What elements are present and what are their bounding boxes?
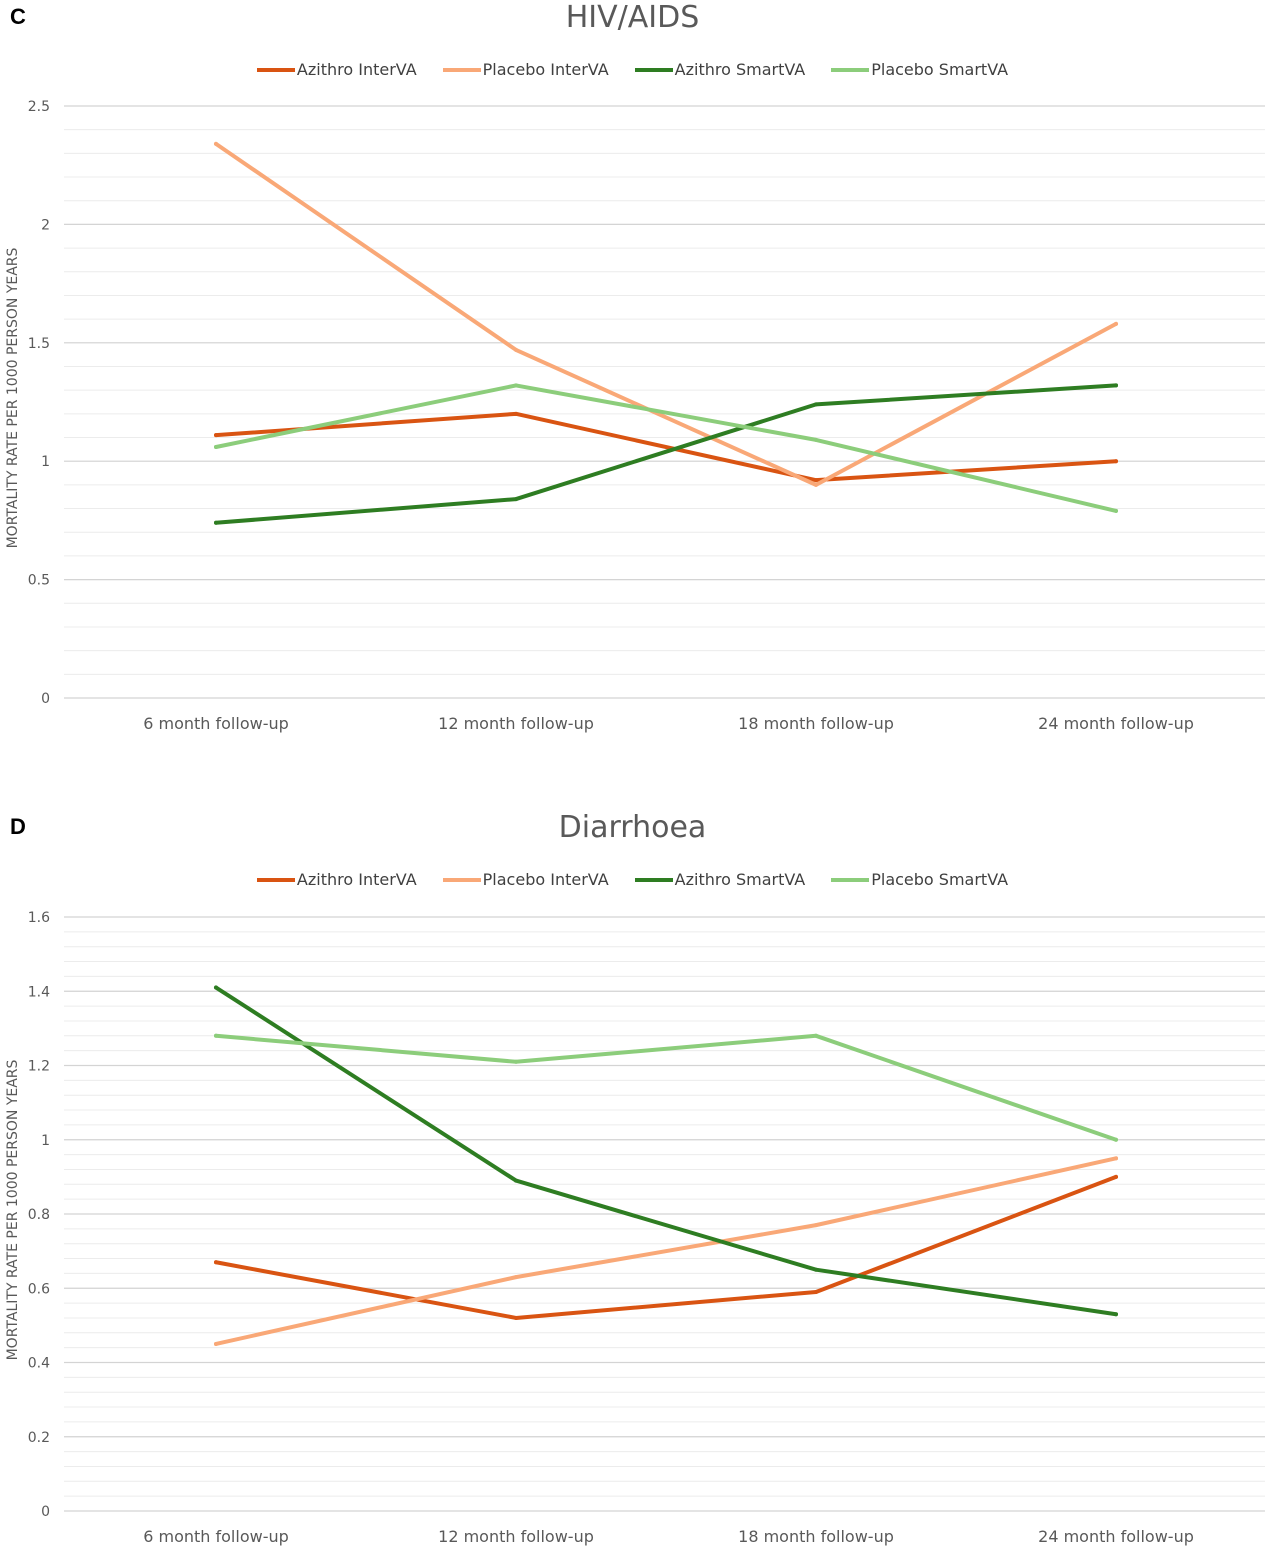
data-point <box>1114 383 1118 388</box>
data-point <box>514 383 518 388</box>
chart-title: Diarrhoea <box>558 810 707 845</box>
x-tick-label: 18 month follow-up <box>738 714 894 733</box>
legend-swatch <box>831 877 870 882</box>
legend-swatch <box>634 67 673 72</box>
data-point <box>514 497 518 502</box>
y-tick-label: 1 <box>41 454 50 470</box>
series-line <box>214 141 1118 487</box>
legend-label: Azithro SmartVA <box>674 60 806 79</box>
data-point <box>1114 1137 1118 1142</box>
legend-label: Placebo SmartVA <box>871 60 1009 79</box>
y-tick-label: 0.8 <box>28 1207 50 1223</box>
x-tick-label: 12 month follow-up <box>438 1527 594 1546</box>
data-point <box>814 1223 818 1228</box>
legend-label: Placebo InterVA <box>482 870 609 889</box>
legend-item: Placebo SmartVA <box>831 870 1008 889</box>
x-tick-label: 12 month follow-up <box>438 714 594 733</box>
data-point <box>514 1178 518 1183</box>
series-line <box>214 1033 1118 1142</box>
chart-panel-c: C HIV/AIDS Azithro InterVA Placebo Inter… <box>0 0 1265 760</box>
y-tick-label: 1 <box>41 1133 50 1149</box>
data-point <box>514 347 518 352</box>
data-point <box>514 1315 518 1320</box>
y-tick-label: 0.4 <box>28 1356 50 1372</box>
panel-letter: C <box>10 4 26 29</box>
series-line <box>214 1174 1118 1320</box>
x-tick-label: 6 month follow-up <box>143 1527 289 1546</box>
legend-swatch <box>634 877 673 882</box>
legend-swatch <box>442 67 481 72</box>
data-point <box>514 1059 518 1064</box>
data-point <box>214 433 218 438</box>
y-tick-label: 2 <box>41 217 50 233</box>
legend-item: Azithro SmartVA <box>634 870 806 889</box>
legend-item: Placebo InterVA <box>442 60 609 79</box>
data-point <box>214 1033 218 1038</box>
data-point <box>814 1267 818 1272</box>
legend-label: Placebo SmartVA <box>871 870 1009 889</box>
y-tick-label: 1.4 <box>28 984 50 1000</box>
x-tick-label: 6 month follow-up <box>143 714 289 733</box>
data-point <box>814 402 818 407</box>
legend: Azithro InterVA Placebo InterVA Azithro … <box>0 870 1265 889</box>
legend-item: Azithro SmartVA <box>634 60 806 79</box>
data-point <box>814 478 818 483</box>
data-point <box>514 411 518 416</box>
y-tick-label: 1.2 <box>28 1059 50 1075</box>
data-point <box>1114 1156 1118 1161</box>
series-line <box>214 383 1118 525</box>
data-point <box>214 985 218 990</box>
legend: Azithro InterVA Placebo InterVA Azithro … <box>0 60 1265 79</box>
y-tick-label: 0 <box>41 691 50 707</box>
series-line <box>214 985 1118 1317</box>
plot-area: 0 0.2 0.4 0.6 0.8 1 1.2 1.4 1.6 6 month follow-up… <box>28 910 1265 1546</box>
data-point <box>814 1033 818 1038</box>
legend-label: Placebo InterVA <box>482 60 609 79</box>
data-point <box>1114 321 1118 326</box>
data-point <box>214 520 218 525</box>
x-tick-label: 24 month follow-up <box>1038 1527 1194 1546</box>
y-tick-label: 1.5 <box>28 336 50 352</box>
legend-swatch <box>256 67 295 72</box>
data-point <box>1114 459 1118 464</box>
legend-item: Azithro InterVA <box>256 60 417 79</box>
legend-label: Azithro InterVA <box>296 60 417 79</box>
chart-panel-d: D Diarrhoea Azithro InterVA Placebo Inte… <box>0 810 1265 1546</box>
series-line <box>214 1156 1118 1346</box>
data-point <box>814 437 818 442</box>
series-line <box>214 411 1118 483</box>
y-tick-label: 0.5 <box>28 573 50 589</box>
y-tick-label: 0 <box>41 1504 50 1520</box>
data-point <box>1114 1312 1118 1317</box>
legend-label: Azithro SmartVA <box>674 870 806 889</box>
y-tick-label: 2.5 <box>28 99 50 115</box>
data-point <box>514 1275 518 1280</box>
x-tick-label: 24 month follow-up <box>1038 714 1194 733</box>
data-point <box>1114 1174 1118 1179</box>
legend-item: Placebo InterVA <box>442 870 609 889</box>
chart-title: HIV/AIDS <box>565 0 700 35</box>
data-point <box>1114 508 1118 513</box>
data-point <box>214 1341 218 1346</box>
panel-letter: D <box>10 814 26 839</box>
series-line <box>214 383 1118 513</box>
y-tick-label: 0.2 <box>28 1430 50 1446</box>
y-tick-label: 0.6 <box>28 1281 50 1297</box>
plot-area: 0 0.5 1 1.5 2 2.5 6 month follow-up 12 month fo… <box>28 99 1265 733</box>
legend-item: Placebo SmartVA <box>831 60 1008 79</box>
y-tick-label: 1.6 <box>28 910 50 926</box>
legend-swatch <box>256 877 295 882</box>
data-point <box>214 444 218 449</box>
legend-swatch <box>831 67 870 72</box>
x-tick-label: 18 month follow-up <box>738 1527 894 1546</box>
legend-swatch <box>442 877 481 882</box>
legend-label: Azithro InterVA <box>296 870 417 889</box>
legend-item: Azithro InterVA <box>256 870 417 889</box>
data-point <box>214 141 218 146</box>
data-point <box>814 1289 818 1294</box>
data-point <box>814 482 818 487</box>
data-point <box>214 1260 218 1265</box>
